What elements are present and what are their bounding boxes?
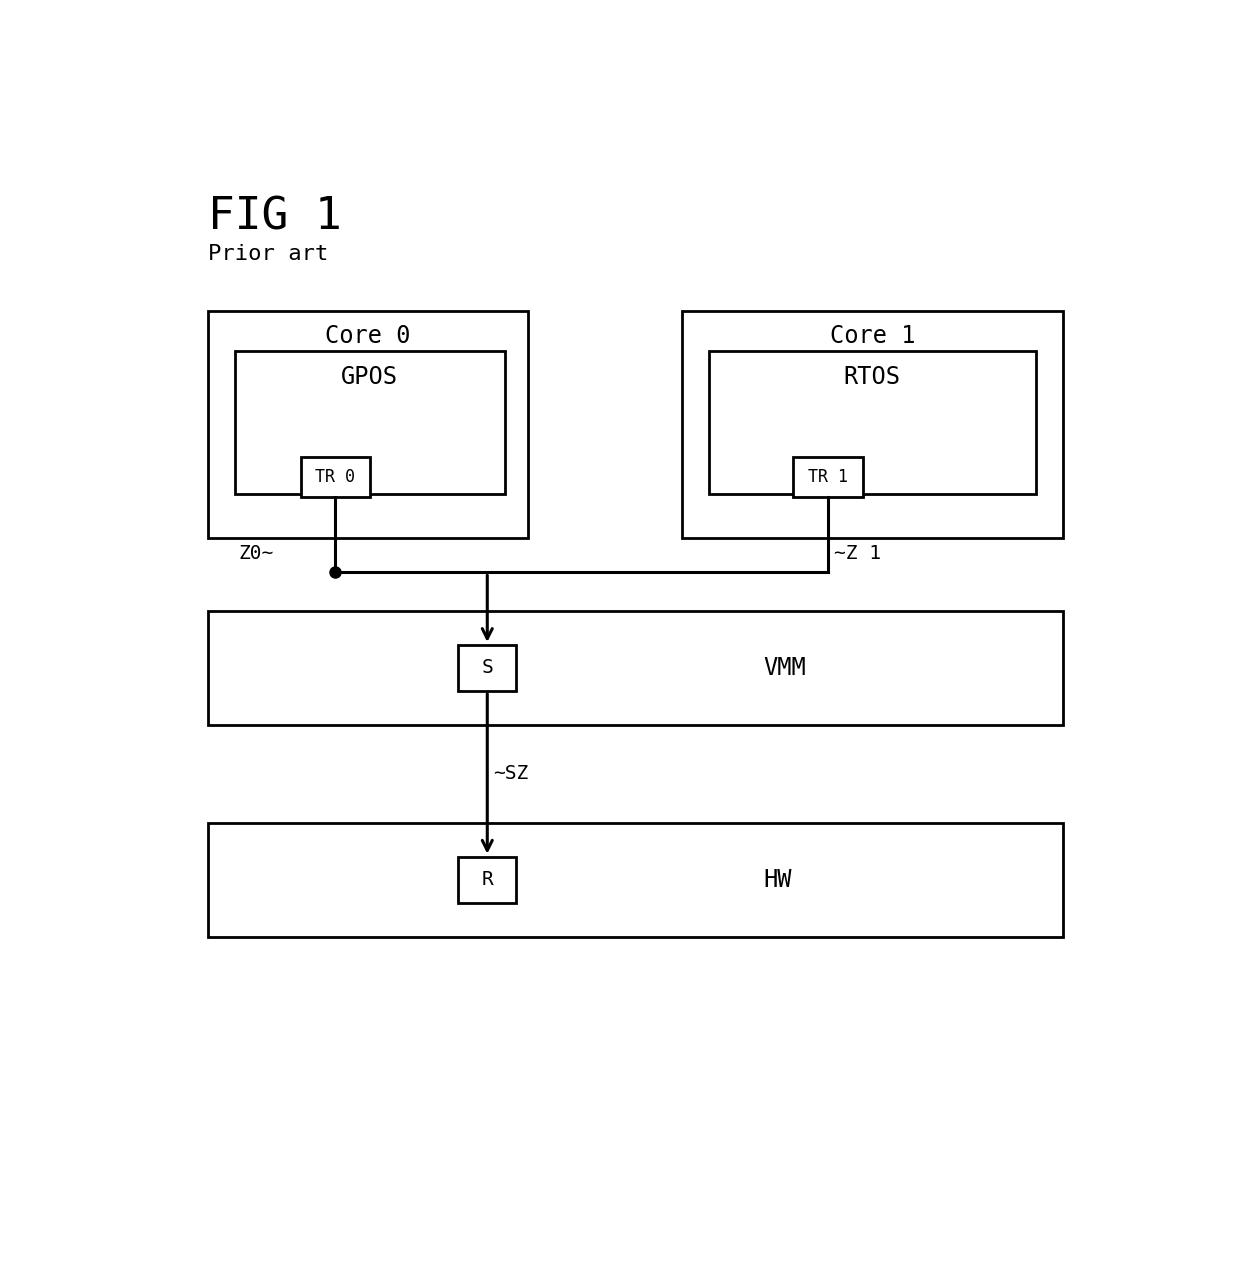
Text: ~SZ: ~SZ: [494, 764, 528, 783]
Bar: [459, 645, 516, 691]
Bar: [300, 457, 370, 496]
Bar: [682, 311, 1063, 537]
Bar: [794, 457, 863, 496]
Text: ~Z 1: ~Z 1: [835, 544, 882, 563]
Bar: [459, 857, 516, 903]
Bar: [208, 822, 1063, 937]
Text: HW: HW: [764, 868, 792, 891]
Bar: [208, 311, 528, 537]
Text: GPOS: GPOS: [341, 365, 398, 390]
Text: TR 1: TR 1: [808, 468, 848, 486]
Text: Core 1: Core 1: [830, 325, 915, 349]
Text: Prior art: Prior art: [208, 243, 329, 264]
Text: Z0~: Z0~: [238, 544, 274, 563]
Bar: [708, 351, 1035, 494]
Text: R: R: [481, 871, 494, 889]
Bar: [208, 611, 1063, 724]
Text: FIG 1: FIG 1: [208, 195, 342, 238]
Text: TR 0: TR 0: [315, 468, 355, 486]
Text: RTOS: RTOS: [843, 365, 900, 390]
Text: S: S: [481, 658, 494, 677]
Text: VMM: VMM: [764, 656, 806, 680]
Text: Core 0: Core 0: [325, 325, 410, 349]
Bar: [236, 351, 505, 494]
